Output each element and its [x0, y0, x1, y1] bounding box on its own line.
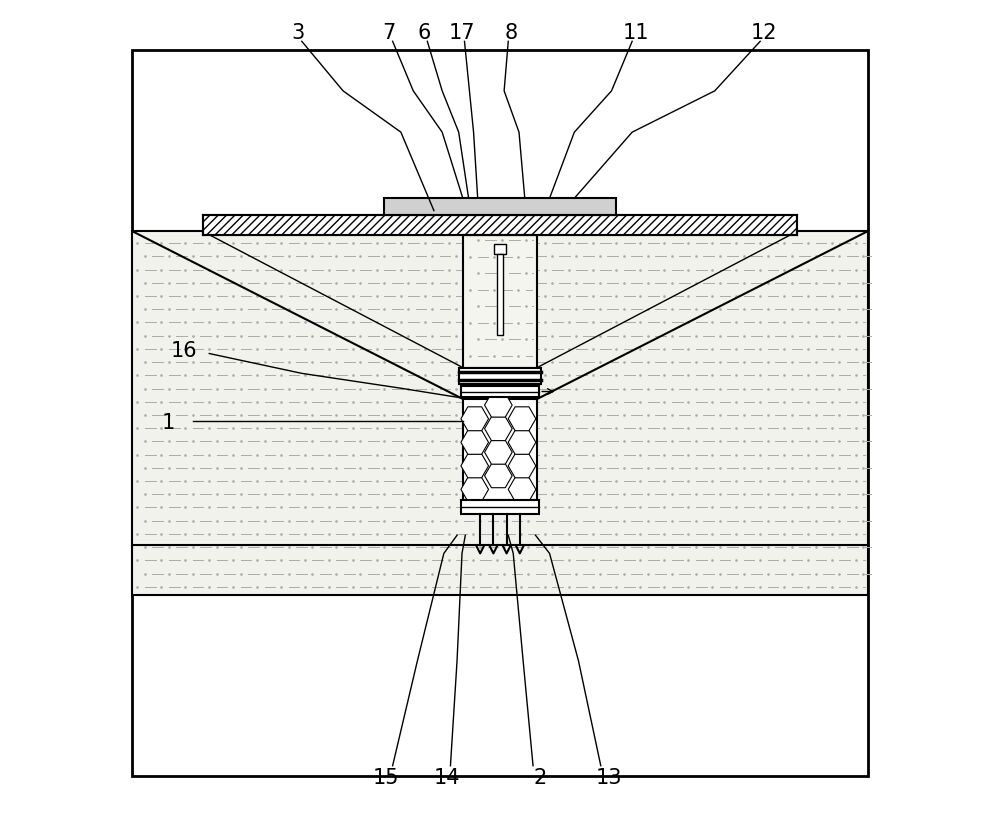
Bar — [132, 50, 868, 776]
Bar — [461, 386, 539, 397]
Text: 3: 3 — [291, 23, 304, 43]
Text: 11: 11 — [623, 23, 650, 43]
Bar — [463, 399, 537, 500]
Bar — [461, 500, 539, 514]
Bar — [132, 231, 868, 595]
Bar — [384, 198, 616, 215]
Text: 6: 6 — [417, 23, 431, 43]
Text: 14: 14 — [434, 768, 460, 788]
Bar — [497, 254, 503, 335]
Bar — [463, 235, 537, 368]
Bar — [459, 368, 541, 384]
Text: 13: 13 — [596, 768, 622, 788]
Text: 16: 16 — [171, 341, 198, 361]
Text: 2: 2 — [533, 768, 546, 788]
Text: 1: 1 — [161, 413, 175, 433]
Text: 8: 8 — [505, 23, 518, 43]
Text: 7: 7 — [383, 23, 396, 43]
Bar — [203, 215, 797, 235]
Text: 12: 12 — [751, 23, 778, 43]
Text: 17: 17 — [449, 23, 475, 43]
Text: 15: 15 — [373, 768, 399, 788]
Bar — [203, 215, 797, 235]
Bar — [494, 244, 506, 254]
